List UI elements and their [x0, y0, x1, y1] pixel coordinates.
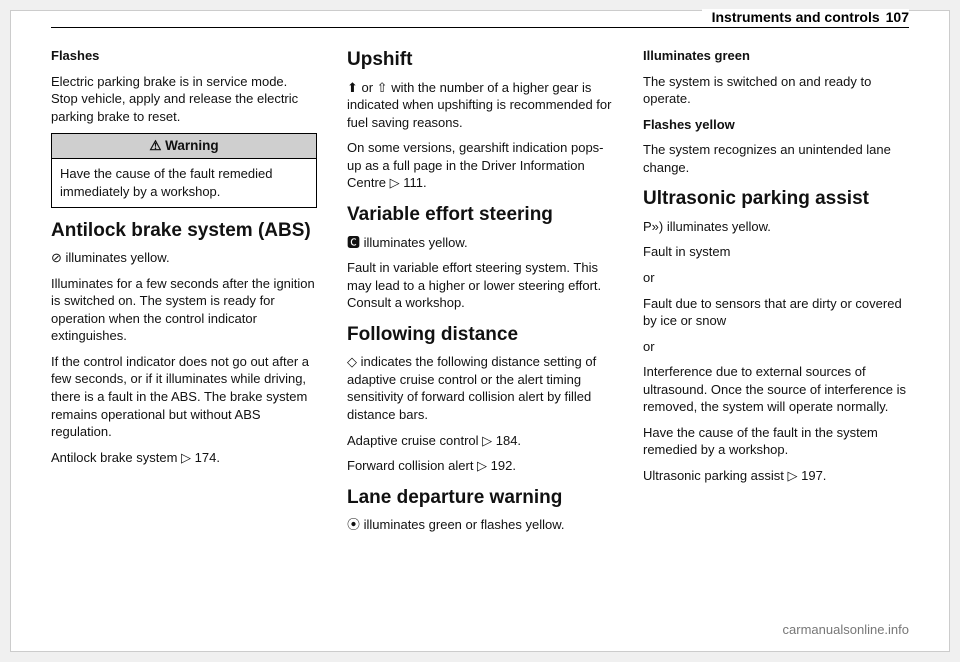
page-number: 107 — [886, 9, 909, 25]
page-header: Instruments and controls 107 — [702, 9, 909, 25]
following-distance-p2: Forward collision alert ▷ 192. — [347, 457, 613, 475]
upshift-body: ⬆ or ⇧ with the number of a higher gear … — [347, 79, 613, 132]
following-distance-heading: Following distance — [347, 322, 613, 348]
warning-body: Have the cause of the fault remedied imm… — [52, 159, 316, 206]
parking-assist-text: illuminates yellow. — [663, 219, 771, 234]
parking-assist-p5: Ultrasonic parking assist ▷ 197. — [643, 467, 909, 485]
parking-assist-p2: Fault due to sensors that are dirty or c… — [643, 295, 909, 330]
content-columns: Flashes Electric parking brake is in ser… — [51, 47, 909, 607]
abs-symbol-line: ⊘ illuminates yellow. — [51, 249, 317, 267]
lane-departure-symbol-line: ⦿ illuminates green or flashes yellow. — [347, 516, 613, 534]
parking-assist-or2: or — [643, 338, 909, 356]
ves-paragraph-1: Fault in variable effort steering system… — [347, 259, 613, 312]
ves-symbol-text: illuminates yellow. — [360, 235, 468, 250]
following-distance-body: ◇ indicates the following distance setti… — [347, 353, 613, 423]
parking-assist-p4: Have the cause of the fault in the syste… — [643, 424, 909, 459]
ves-icon: 🅲 — [347, 235, 360, 250]
upshift-paragraph-2: On some versions, gearshift indication p… — [347, 139, 613, 192]
parking-assist-or1: or — [643, 269, 909, 287]
upshift-heading: Upshift — [347, 47, 613, 73]
ves-heading: Variable effort steering — [347, 202, 613, 228]
abs-heading: Antilock brake system (ABS) — [51, 218, 317, 244]
following-distance-text: indicates the following distance setting… — [347, 354, 596, 422]
upshift-body-text: with the number of a higher gear is indi… — [347, 80, 611, 130]
illuminates-green-body: The system is switched on and ready to o… — [643, 73, 909, 108]
parking-assist-p1: Fault in system — [643, 243, 909, 261]
section-title: Instruments and controls — [712, 9, 880, 25]
parking-assist-icon: P») — [643, 219, 663, 234]
column-3: Illuminates green The system is switched… — [643, 47, 909, 607]
lane-departure-icon: ⦿ — [347, 517, 360, 532]
flashes-heading: Flashes — [51, 47, 317, 65]
abs-paragraph-2: If the control indicator does not go out… — [51, 353, 317, 441]
flashes-yellow-body: The system recognizes an unintended lane… — [643, 141, 909, 176]
following-distance-p1: Adaptive cruise control ▷ 184. — [347, 432, 613, 450]
parking-assist-p3: Interference due to external sources of … — [643, 363, 909, 416]
header-rule — [51, 27, 909, 28]
flashes-body: Electric parking brake is in service mod… — [51, 73, 317, 126]
footer-watermark: carmanualsonline.info — [783, 622, 909, 637]
upshift-icon: ⬆ or ⇧ — [347, 80, 388, 95]
lane-departure-text: illuminates green or flashes yellow. — [360, 517, 565, 532]
parking-assist-symbol-line: P») illuminates yellow. — [643, 218, 909, 236]
flashes-yellow-heading: Flashes yellow — [643, 116, 909, 134]
abs-paragraph-1: Illuminates for a few seconds after the … — [51, 275, 317, 345]
illuminates-green-heading: Illuminates green — [643, 47, 909, 65]
ves-symbol-line: 🅲 illuminates yellow. — [347, 234, 613, 252]
abs-symbol-text: illuminates yellow. — [62, 250, 170, 265]
lane-departure-heading: Lane departure warning — [347, 485, 613, 511]
following-distance-icon: ◇ — [347, 354, 357, 369]
abs-icon: ⊘ — [51, 250, 62, 265]
parking-assist-heading: Ultrasonic parking assist — [643, 186, 909, 212]
abs-paragraph-3: Antilock brake system ▷ 174. — [51, 449, 317, 467]
column-1: Flashes Electric parking brake is in ser… — [51, 47, 317, 607]
warning-box: ⚠ Warning Have the cause of the fault re… — [51, 133, 317, 207]
column-2: Upshift ⬆ or ⇧ with the number of a high… — [347, 47, 613, 607]
warning-title: ⚠ Warning — [52, 134, 316, 159]
manual-page: Instruments and controls 107 Flashes Ele… — [10, 10, 950, 652]
